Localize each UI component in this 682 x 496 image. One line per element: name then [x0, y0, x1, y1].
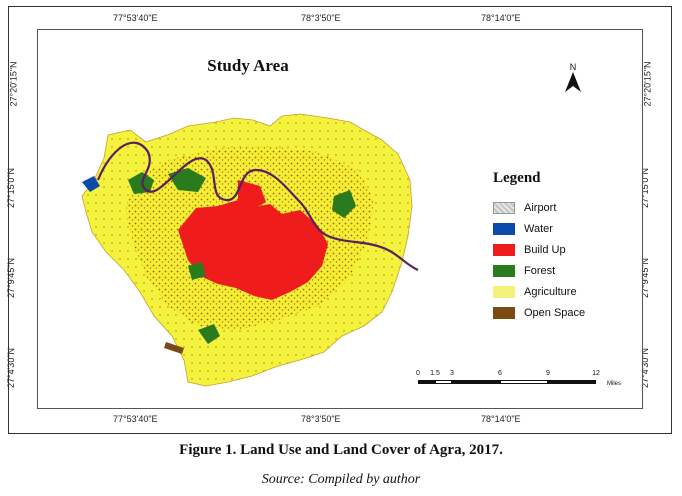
map-title: Study Area	[207, 56, 289, 75]
legend-label-water: Water	[524, 222, 553, 235]
coord-left-2: 27°15'0"N	[6, 167, 17, 209]
legend-item-buildup: Build Up	[493, 239, 585, 260]
coord-top-1: 77°53'40"E	[113, 13, 158, 23]
legend: Legend Airport Water Build Up Forest Agr…	[493, 170, 585, 323]
legend-label-open-space: Open Space	[524, 306, 586, 319]
legend-item-agriculture: Agriculture	[493, 281, 585, 302]
coord-right-1: 27°20'15"N	[642, 61, 653, 107]
legend-item-water: Water	[493, 218, 585, 239]
legend-label-forest: Forest	[524, 264, 556, 277]
map-panel: Study Area	[37, 29, 643, 409]
forest-patch-center	[188, 262, 206, 280]
legend-swatch-open-space	[493, 306, 515, 319]
water-body	[82, 176, 100, 192]
north-arrow: N	[565, 62, 581, 97]
coord-top-3: 78°14'0"E	[481, 13, 521, 23]
figure-caption: Figure 1. Land Use and Land Cover of Agr…	[179, 442, 503, 458]
scale-label-3: 6	[498, 370, 502, 377]
legend-swatch-airport	[493, 201, 515, 214]
coord-top-2: 78°3'50"E	[301, 13, 341, 23]
legend-swatch-forest	[493, 264, 515, 277]
land-use-map	[81, 113, 419, 387]
legend-label-airport: Airport	[524, 201, 557, 214]
coord-left-1: 27°20'15"N	[8, 61, 19, 107]
open-space-patch	[164, 342, 184, 354]
scale-label-1: 1.5	[430, 370, 440, 377]
coord-left-4: 27°4'30"N	[6, 347, 17, 389]
north-label: N	[569, 62, 577, 72]
river-line	[96, 141, 419, 272]
forest-patch-south	[198, 324, 220, 344]
scale-label-2: 3	[450, 370, 454, 377]
map-frame: 77°53'40"E 78°3'50"E 78°14'0"E 77°53'40"…	[6, 6, 672, 434]
scale-seg-3	[452, 380, 500, 384]
legend-label-buildup: Build Up	[524, 243, 566, 256]
forest-patch-east	[332, 190, 356, 218]
scale-seg-1	[418, 380, 435, 384]
legend-label-agriculture: Agriculture	[524, 285, 577, 298]
coord-left-3: 27°9'45"N	[6, 257, 17, 299]
scale-seg-5	[548, 380, 596, 384]
forest-patch-west	[128, 172, 154, 194]
scale-seg-2	[435, 380, 452, 384]
legend-title: Legend	[493, 170, 541, 186]
scale-label-0: 0	[416, 370, 420, 377]
scale-unit: Miles	[606, 381, 622, 387]
coord-bottom-3: 78°14'0"E	[481, 414, 521, 424]
scale-label-5: 12	[592, 370, 600, 377]
buildup-extension-region	[238, 180, 266, 210]
legend-item-forest: Forest	[493, 260, 585, 281]
scale-label-4: 9	[546, 370, 550, 377]
figure-source: Source: Compiled by author	[261, 472, 421, 487]
north-arrow-icon	[565, 72, 581, 92]
legend-swatch-agriculture	[493, 285, 515, 298]
scale-seg-4	[500, 380, 548, 384]
legend-item-airport: Airport	[493, 197, 585, 218]
legend-item-open-space: Open Space	[493, 302, 585, 323]
scale-bar: 0 1.5 3 6 9 12 Miles	[416, 370, 628, 396]
coord-bottom-2: 78°3'50"E	[301, 414, 341, 424]
forest-patch-north	[168, 168, 206, 192]
buildup-core-region	[178, 200, 328, 300]
legend-swatch-water	[493, 222, 515, 235]
legend-swatch-buildup	[493, 243, 515, 256]
coord-bottom-1: 77°53'40"E	[113, 414, 158, 424]
